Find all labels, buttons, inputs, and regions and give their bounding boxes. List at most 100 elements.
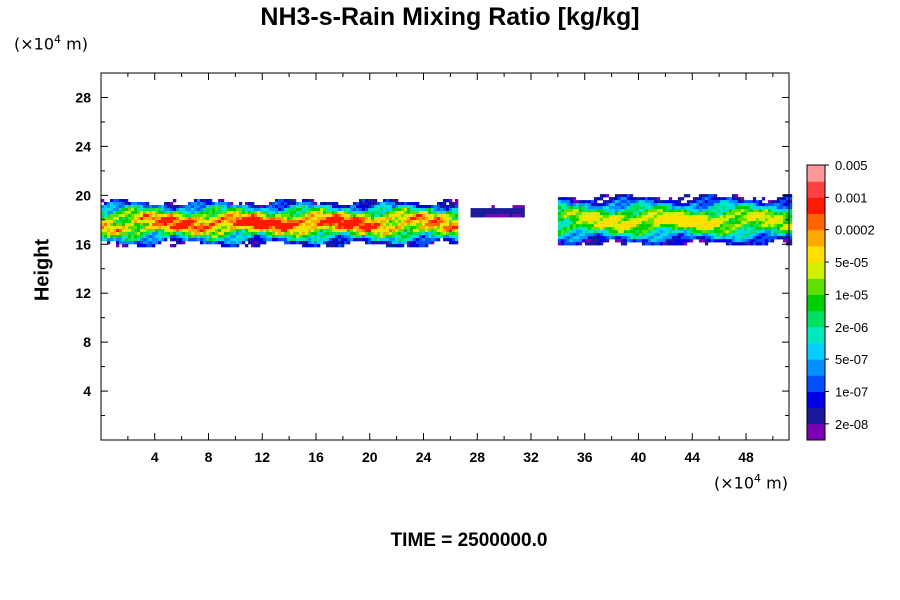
field-cell bbox=[338, 241, 342, 245]
field-cell bbox=[119, 211, 123, 215]
field-cell bbox=[680, 221, 685, 225]
field-cell bbox=[146, 208, 150, 212]
field-cell bbox=[182, 208, 186, 212]
field-cell bbox=[698, 197, 703, 201]
field-cell bbox=[179, 223, 183, 227]
field-cell bbox=[737, 233, 742, 237]
field-cell bbox=[746, 242, 751, 246]
field-cell bbox=[488, 214, 492, 218]
field-cell bbox=[152, 214, 156, 218]
field-cell bbox=[152, 226, 156, 230]
field-cell bbox=[659, 230, 664, 234]
field-cell bbox=[287, 217, 291, 221]
field-cell bbox=[263, 205, 267, 209]
field-cell bbox=[671, 242, 676, 246]
field-cell bbox=[560, 227, 565, 231]
field-cell bbox=[692, 218, 697, 222]
field-cell bbox=[590, 242, 595, 246]
field-cell bbox=[698, 215, 703, 219]
field-cell bbox=[656, 233, 661, 237]
field-cell bbox=[254, 226, 258, 230]
field-cell bbox=[362, 223, 366, 227]
field-cell bbox=[209, 241, 213, 245]
field-cell bbox=[101, 208, 105, 212]
field-cell bbox=[113, 232, 117, 236]
field-cell bbox=[680, 236, 685, 240]
field-cell bbox=[584, 233, 589, 237]
field-cell bbox=[617, 215, 622, 219]
field-cell bbox=[278, 238, 282, 242]
field-cell bbox=[629, 200, 634, 204]
field-cell bbox=[617, 197, 622, 201]
field-cell bbox=[629, 227, 634, 231]
field-cell bbox=[650, 233, 655, 237]
field-cell bbox=[611, 200, 616, 204]
field-cell bbox=[752, 203, 757, 207]
field-cell bbox=[329, 241, 333, 245]
field-cell bbox=[758, 221, 763, 225]
field-cell bbox=[170, 217, 174, 221]
field-cell bbox=[365, 235, 369, 239]
field-cell bbox=[179, 214, 183, 218]
field-cell bbox=[596, 236, 601, 240]
field-cell bbox=[203, 226, 207, 230]
field-cell bbox=[344, 205, 348, 209]
field-cell bbox=[416, 229, 420, 233]
field-cell bbox=[722, 233, 727, 237]
field-cell bbox=[386, 199, 390, 203]
field-cell bbox=[785, 221, 790, 225]
field-cell bbox=[224, 208, 228, 212]
field-cell bbox=[662, 239, 667, 243]
field-cell bbox=[341, 232, 345, 236]
field-cell bbox=[518, 214, 522, 218]
field-cell bbox=[305, 211, 309, 215]
field-cell bbox=[221, 217, 225, 221]
field-cell bbox=[755, 212, 760, 216]
field-cell bbox=[326, 223, 330, 227]
field-cell bbox=[374, 229, 378, 233]
field-cell bbox=[755, 230, 760, 234]
field-cell bbox=[215, 232, 219, 236]
field-cell bbox=[134, 220, 138, 224]
field-cell bbox=[677, 215, 682, 219]
field-cell bbox=[188, 223, 192, 227]
field-cell bbox=[758, 218, 763, 222]
field-cell bbox=[356, 202, 360, 206]
field-cell bbox=[572, 209, 577, 213]
field-cell bbox=[638, 227, 643, 231]
field-cell bbox=[581, 206, 586, 210]
field-cell bbox=[152, 238, 156, 242]
field-cell bbox=[473, 211, 477, 215]
field-cell bbox=[395, 238, 399, 242]
field-cell bbox=[284, 223, 288, 227]
field-cell bbox=[305, 244, 309, 248]
field-cell bbox=[620, 239, 625, 243]
field-cell bbox=[737, 239, 742, 243]
field-cell bbox=[206, 199, 210, 203]
field-cell bbox=[128, 205, 132, 209]
field-cell bbox=[332, 217, 336, 221]
field-cell bbox=[188, 229, 192, 233]
field-cell bbox=[242, 217, 246, 221]
field-cell bbox=[236, 223, 240, 227]
field-cell bbox=[656, 209, 661, 213]
field-cell bbox=[686, 203, 691, 207]
field-cell bbox=[740, 203, 745, 207]
field-cell bbox=[161, 238, 165, 242]
field-cell bbox=[383, 220, 387, 224]
field-cell bbox=[413, 238, 417, 242]
field-cell bbox=[449, 238, 453, 242]
field-cell bbox=[788, 206, 793, 210]
field-cell bbox=[104, 220, 108, 224]
field-cell bbox=[653, 197, 658, 201]
field-cell bbox=[128, 202, 132, 206]
colorbar-swatch bbox=[807, 229, 825, 247]
field-cell bbox=[593, 215, 598, 219]
field-cell bbox=[326, 241, 330, 245]
field-cell bbox=[560, 239, 565, 243]
field-cell bbox=[578, 212, 583, 216]
field-cell bbox=[350, 208, 354, 212]
field-cell bbox=[605, 212, 610, 216]
field-cell bbox=[416, 235, 420, 239]
field-cell bbox=[497, 208, 501, 212]
